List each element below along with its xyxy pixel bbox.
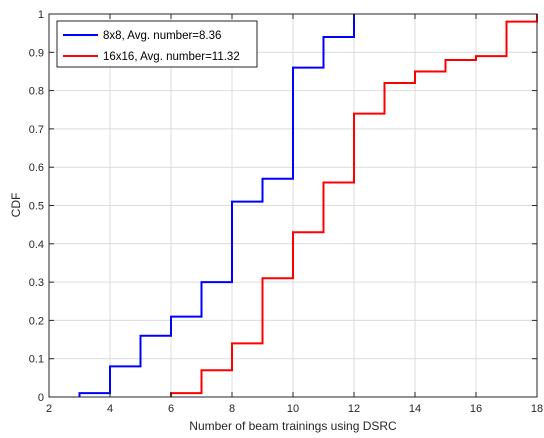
x-tick-label: 2 [46,403,52,415]
x-tick-label: 10 [287,403,299,415]
y-axis-label: CDF [9,193,23,218]
y-tick-labels: 0 0.1 0.2 0.3 0.4 0.5 0.6 0.7 0.8 0.9 1 [29,9,44,404]
x-tick-label: 8 [229,403,235,415]
x-tick-label: 18 [531,403,543,415]
x-tick-labels: 2 4 6 8 10 12 14 16 18 [46,403,543,415]
y-tick-label: 0.8 [29,86,44,98]
legend-label-8x8: 8x8, Avg. number=8.36 [103,30,221,42]
y-tick-label: 0.7 [29,124,44,136]
x-tick-label: 6 [168,403,174,415]
y-tick-label: 0.6 [29,162,44,174]
y-tick-label: 0.4 [29,239,44,251]
legend-label-16x16: 16x16, Avg. number=11.32 [103,51,240,63]
y-tick-label: 0.9 [29,47,44,59]
x-axis-label: Number of beam trainings using DSRC [189,419,397,433]
y-tick-label: 1 [38,9,44,21]
x-tick-label: 14 [409,403,421,415]
series-group [78,14,538,397]
x-tick-label: 12 [348,403,360,415]
series-line-0 [78,14,355,397]
x-tick-label: 4 [107,403,113,415]
ticks [48,13,538,398]
y-tick-label: 0.5 [29,201,44,213]
y-tick-label: 0.1 [29,354,44,366]
series-line-1 [170,14,538,397]
x-tick-label: 16 [470,403,482,415]
y-tick-label: 0.2 [29,315,44,327]
legend: 8x8, Avg. number=8.36 16x16, Avg. number… [56,20,258,68]
legend-box [56,20,258,68]
y-tick-label: 0 [38,392,44,404]
y-tick-label: 0.3 [29,277,44,289]
